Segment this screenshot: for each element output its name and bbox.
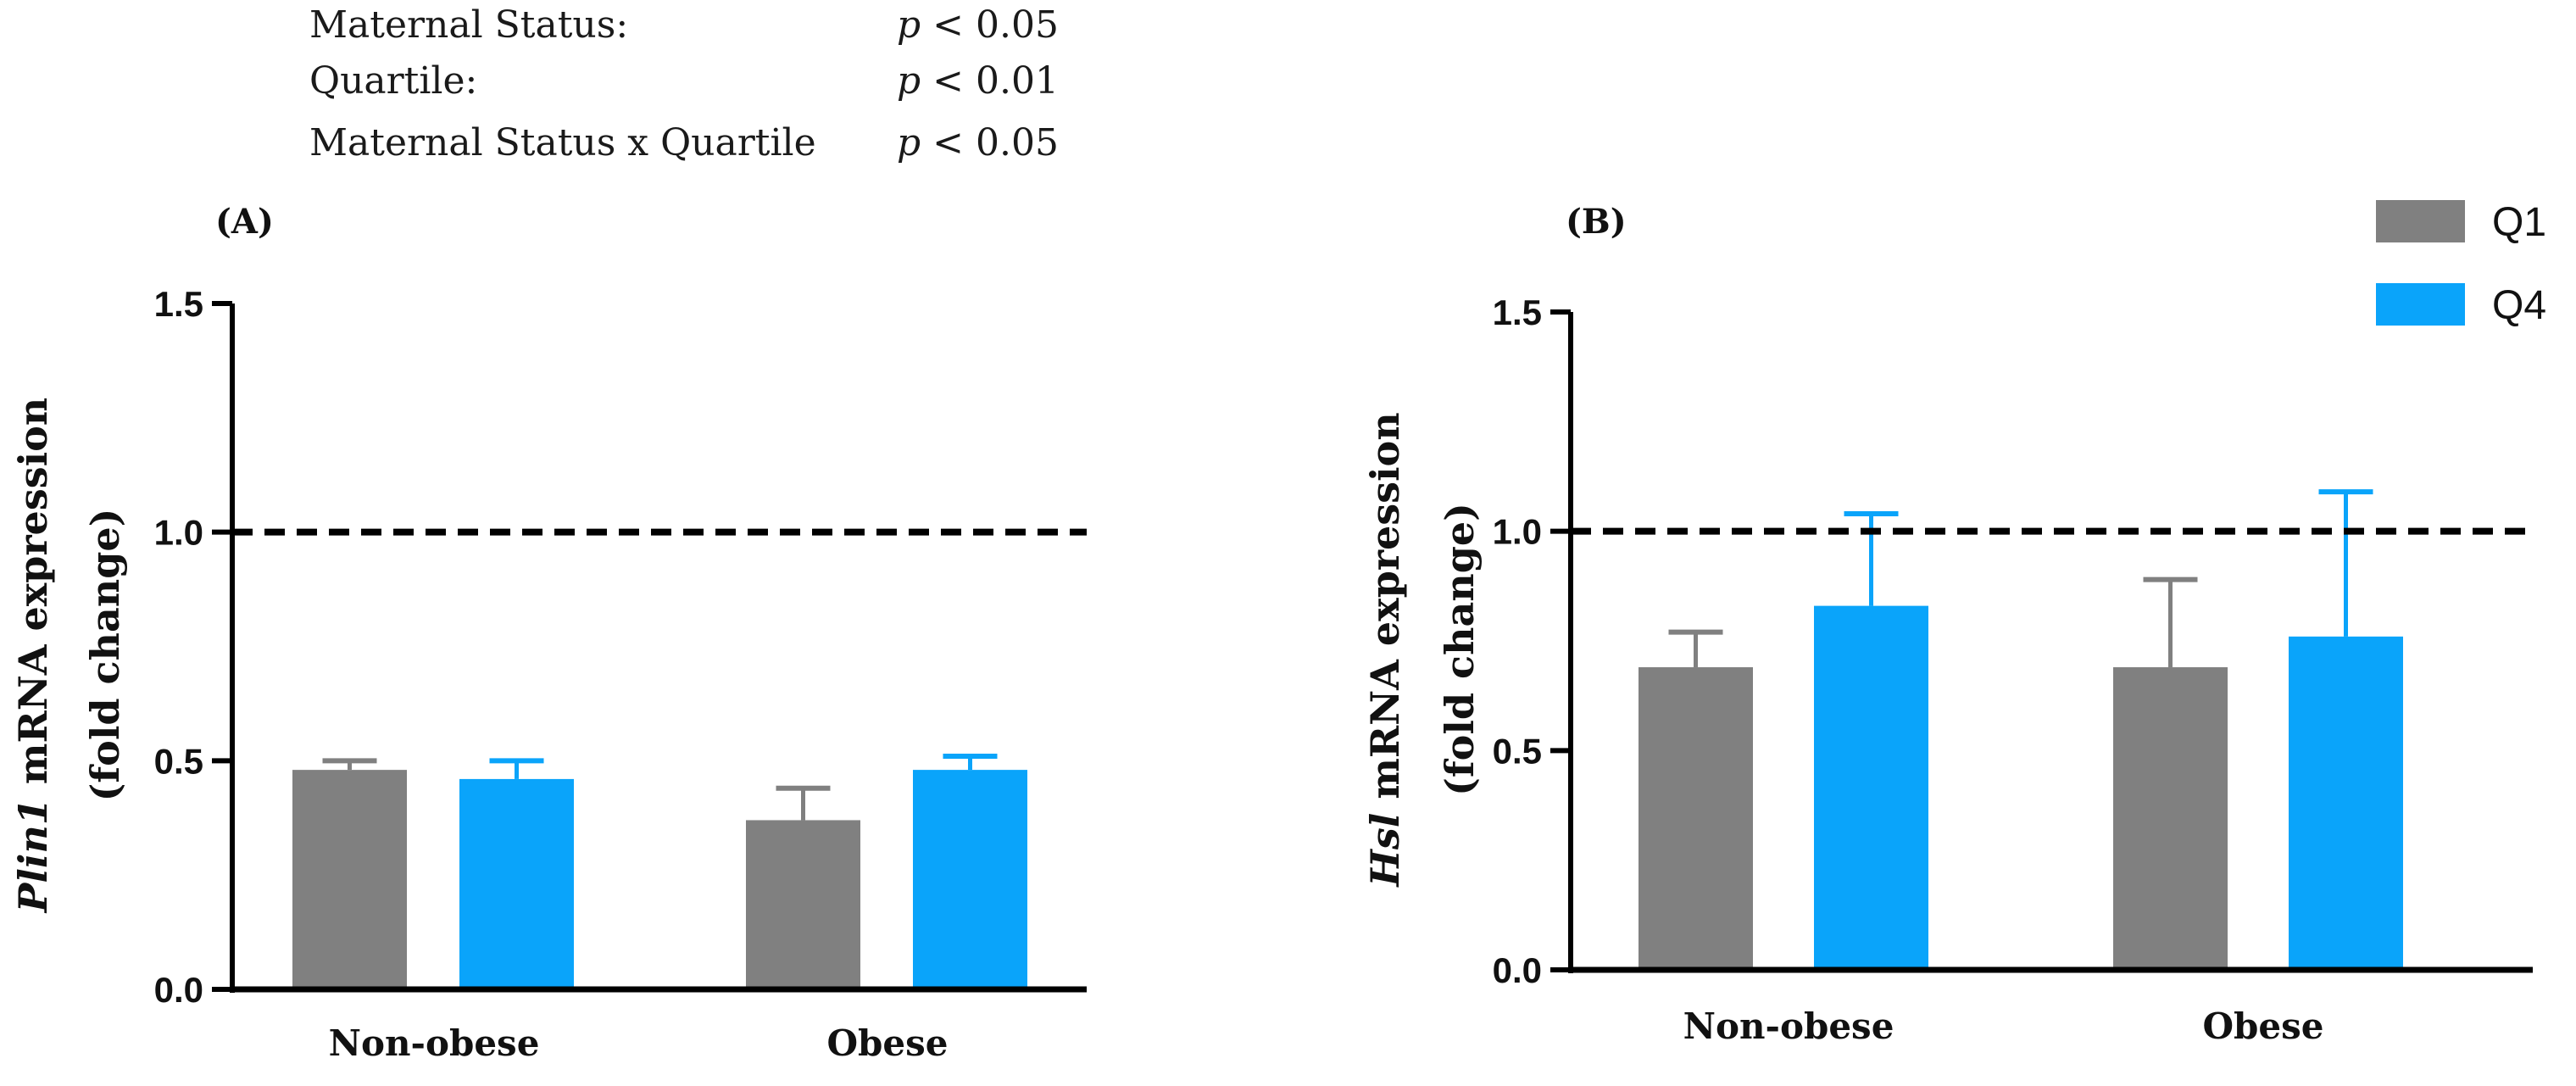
y-axis-title-line2: (fold change): [1437, 503, 1483, 796]
x-tick-label: Non-obese: [1683, 1005, 1894, 1047]
stat-p-value: p < 0.01: [897, 59, 1059, 103]
p-threshold: < 0.05: [932, 3, 1059, 47]
y-tick-label: 0.0: [154, 970, 203, 1010]
y-axis-title-rest: mRNA expression: [10, 398, 56, 798]
legend-label-q4: Q4: [2492, 283, 2546, 328]
p-symbol: p: [897, 121, 921, 164]
panel-label: (B): [1566, 202, 1627, 242]
bar-q4-non-obese: [459, 778, 574, 989]
p-threshold: < 0.05: [932, 121, 1059, 164]
y-tick-label: 0.5: [154, 741, 203, 781]
x-tick-label: Non-obese: [329, 1022, 540, 1064]
y-axis-title-line2: (fold change): [82, 509, 128, 802]
stat-row-quartile: Quartile: p < 0.01: [309, 59, 1115, 110]
legend-swatch-q1: [2376, 200, 2465, 242]
stat-label: Quartile:: [309, 59, 478, 103]
y-tick-label: 1.0: [1493, 512, 1542, 552]
legend: Q1 Q4: [2376, 200, 2546, 328]
stat-row-interaction: Maternal Status x Quartile p < 0.05: [309, 121, 1115, 172]
y-axis-title: Hsl mRNA expression: [1362, 412, 1408, 888]
y-axis-gene-name: Plin1: [10, 798, 56, 914]
y-tick-label: 0.5: [1493, 731, 1542, 771]
x-tick-label: Obese: [826, 1022, 948, 1064]
y-tick-label: 1.5: [1493, 292, 1542, 332]
y-tick-label: 1.0: [154, 513, 203, 553]
panel-a: (A) Non-obese Obese 0.0 0.5 1.0 1.5 Plin1 mRNA …: [10, 202, 1087, 1064]
y-axis-title: Plin1 mRNA expression: [10, 398, 56, 914]
p-threshold: < 0.01: [932, 59, 1059, 103]
stat-row-maternal-status: Maternal Status: p < 0.05: [309, 3, 1115, 54]
panel-label: (A): [215, 202, 274, 242]
panel-b: (B) Non-obese Obese 0.0 0.5 1.0 1.5 Hsl mRNA ex…: [1362, 202, 2533, 1047]
y-tick-label: 1.5: [154, 284, 203, 324]
y-axis-title-rest: mRNA expression: [1362, 412, 1408, 812]
stat-p-value: p < 0.05: [897, 3, 1059, 47]
bar-q4-non-obese: [1814, 605, 1928, 970]
y-axis-gene-name: Hsl: [1362, 813, 1408, 888]
p-symbol: p: [897, 3, 921, 47]
y-tick-label: 0.0: [1493, 950, 1542, 990]
legend-swatch-q4: [2376, 283, 2465, 326]
stat-label: Maternal Status:: [309, 3, 629, 47]
bar-q1-obese: [2113, 667, 2228, 970]
stat-label: Maternal Status x Quartile: [309, 121, 816, 164]
x-tick-label: Obese: [2202, 1005, 2323, 1047]
bar-q4-obese: [2289, 636, 2403, 970]
bar-q1-obese: [746, 820, 860, 989]
legend-label-q1: Q1: [2492, 200, 2546, 245]
bar-q4-obese: [913, 770, 1027, 989]
bar-q1-non-obese: [292, 770, 407, 989]
p-symbol: p: [897, 59, 921, 103]
stat-p-value: p < 0.05: [897, 121, 1059, 164]
bar-q1-non-obese: [1639, 667, 1753, 970]
